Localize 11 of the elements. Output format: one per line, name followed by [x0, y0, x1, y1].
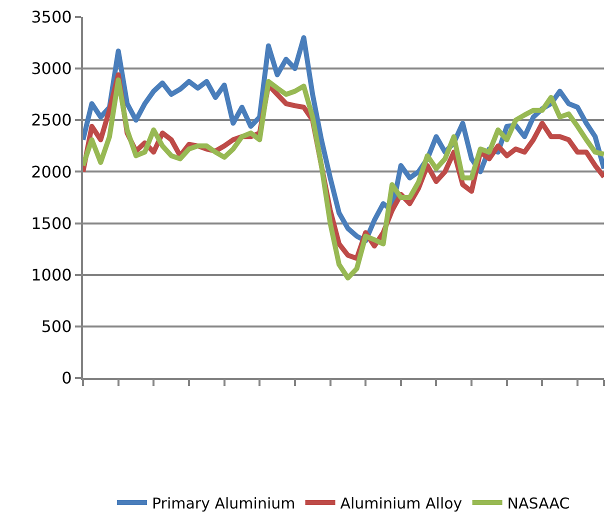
y-tick-label: 2000 [31, 162, 72, 182]
y-tick-label: 0 [62, 368, 72, 388]
y-tick-label: 2500 [31, 110, 72, 130]
legend-label: NASAAC [507, 494, 570, 512]
y-tick-label: 3500 [31, 8, 72, 27]
y-tick-label: 3000 [31, 59, 72, 78]
y-tick-label: 1000 [31, 265, 72, 284]
legend-label: Aluminium Alloy [340, 494, 462, 512]
legend-label: Primary Aluminium [152, 494, 296, 512]
y-tick-label: 500 [41, 317, 72, 336]
y-tick-label: 1500 [31, 214, 72, 233]
